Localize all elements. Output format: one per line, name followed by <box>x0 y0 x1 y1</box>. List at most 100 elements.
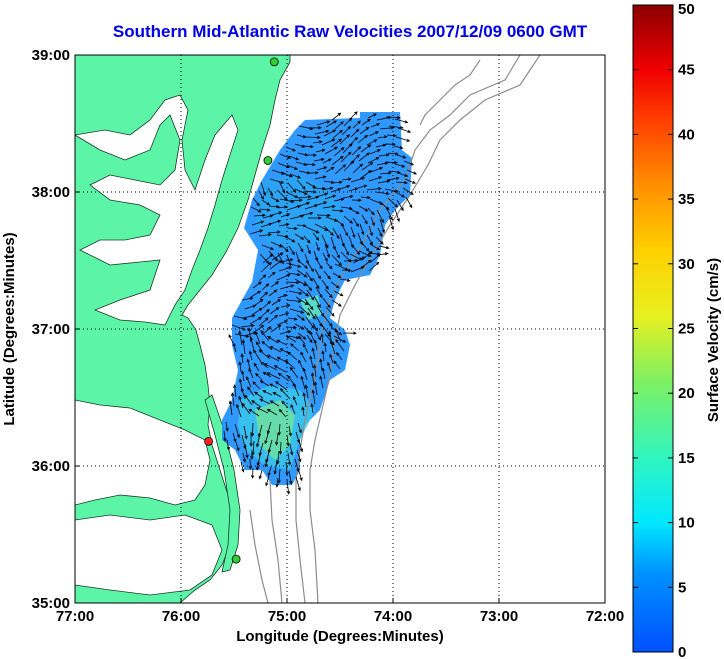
velocity-arrow <box>288 425 292 437</box>
velocity-arrow <box>404 178 417 184</box>
colorbar-tick-label: 50 <box>678 1 695 18</box>
velocity-arrow <box>300 375 306 390</box>
lon-tick-label: 74:00 <box>374 608 412 625</box>
velocity-arrow <box>250 206 262 213</box>
velocity-arrow <box>361 162 374 171</box>
velocity-arrow <box>325 261 333 270</box>
velocity-arrow <box>264 430 270 445</box>
velocity-arrow <box>259 291 269 300</box>
velocity-arrow <box>258 469 263 480</box>
velocity-arrow <box>375 191 390 196</box>
velocity-arrow <box>322 297 331 309</box>
velocity-arrow <box>302 367 308 381</box>
colorbar-tick-label: 45 <box>678 62 695 79</box>
velocity-arrow <box>280 304 291 308</box>
velocity-arrow <box>300 351 307 363</box>
velocity-arrow <box>296 314 306 321</box>
x-axis-label: Longitude (Degrees:Minutes) <box>236 628 444 645</box>
velocity-arrow <box>266 354 280 362</box>
velocity-arrow <box>377 227 383 238</box>
velocity-arrow <box>397 127 412 133</box>
velocity-arrow <box>269 383 279 389</box>
velocity-arrow <box>311 389 316 405</box>
velocity-arrow <box>267 271 276 279</box>
velocity-arrow <box>387 152 399 156</box>
velocity-arrow <box>375 143 387 148</box>
velocity-arrow <box>248 408 260 417</box>
velocity-arrow <box>228 400 233 416</box>
velocity-arrow <box>267 314 279 324</box>
velocity-arrow <box>270 196 280 202</box>
velocity-arrow <box>295 296 309 306</box>
velocity-arrow <box>298 335 306 345</box>
velocity-arrow <box>402 187 414 195</box>
velocity-arrow <box>298 211 314 217</box>
velocity-arrow <box>275 477 279 488</box>
colorbar-tick-label: 20 <box>678 385 695 402</box>
velocity-arrow <box>271 211 283 216</box>
velocity-arrow <box>256 433 261 448</box>
velocity-arrow <box>324 146 338 155</box>
velocity-arrow <box>284 359 296 370</box>
velocity-arrow <box>296 449 302 463</box>
velocity-arrow <box>258 349 271 360</box>
velocity-arrow <box>285 191 299 198</box>
velocity-arrow <box>312 322 318 332</box>
velocity-arrow <box>305 226 320 234</box>
velocity-arrow <box>394 208 400 223</box>
velocity-arrow <box>358 205 369 212</box>
velocity-arrow <box>289 443 294 456</box>
velocity-arrow <box>321 367 326 380</box>
velocity-arrow <box>264 457 269 468</box>
velocity-arrow <box>313 364 317 378</box>
velocity-arrow <box>342 194 354 199</box>
velocity-arrow <box>385 160 398 165</box>
colorbar-tick-label: 15 <box>678 450 695 467</box>
velocity-arrow <box>342 242 349 256</box>
velocity-arrow <box>396 154 407 159</box>
velocity-arrow <box>249 431 253 447</box>
velocity-arrow <box>234 423 240 439</box>
velocity-arrow <box>360 144 372 153</box>
velocity-arrow <box>244 394 253 406</box>
velocity-arrow <box>269 219 282 225</box>
velocity-arrow <box>288 290 303 295</box>
lon-tick-label: 75:00 <box>268 608 306 625</box>
velocity-arrow <box>306 153 317 157</box>
velocity-arrow <box>378 153 390 157</box>
velocity-arrow <box>325 120 338 128</box>
velocity-arrow <box>297 195 312 199</box>
velocity-arrow <box>286 434 290 447</box>
velocity-arrow <box>367 207 375 216</box>
velocity-arrow <box>267 187 274 197</box>
velocity-arrow <box>323 315 333 327</box>
velocity-arrow <box>341 268 352 273</box>
station-marker <box>269 57 279 67</box>
velocity-arrow <box>349 208 360 214</box>
velocity-arrow <box>395 181 408 185</box>
velocity-arrow <box>285 335 297 343</box>
velocity-arrow <box>271 252 284 261</box>
lat-tick-label: 36:00 <box>32 458 70 475</box>
velocity-arrow <box>249 229 264 235</box>
longitude-ticks: 77:00 76:00 75:00 74:00 73:00 72:00 <box>56 598 624 625</box>
velocity-arrow <box>316 304 324 317</box>
velocity-arrow <box>286 479 291 495</box>
velocity-arrow <box>306 195 320 201</box>
velocity-arrow <box>251 220 265 226</box>
colorbar-tick-label: 35 <box>678 191 695 208</box>
velocity-arrow <box>340 151 352 163</box>
colorbar-label: Surface Velocity (cm/s) <box>705 258 722 422</box>
lat-tick-label: 35:00 <box>32 595 70 612</box>
velocity-arrow <box>306 334 313 344</box>
velocity-arrow <box>316 166 328 171</box>
velocity-arrow <box>278 266 293 272</box>
velocity-arrow <box>343 215 353 224</box>
grid-lines <box>75 55 605 603</box>
velocity-arrow <box>255 341 264 354</box>
velocity-arrow <box>304 162 316 167</box>
velocity-arrow <box>290 403 296 415</box>
velocity-arrow <box>278 441 283 455</box>
y-axis-label: Latitude (Degrees:Minutes) <box>1 232 18 425</box>
velocity-arrow <box>370 167 384 173</box>
